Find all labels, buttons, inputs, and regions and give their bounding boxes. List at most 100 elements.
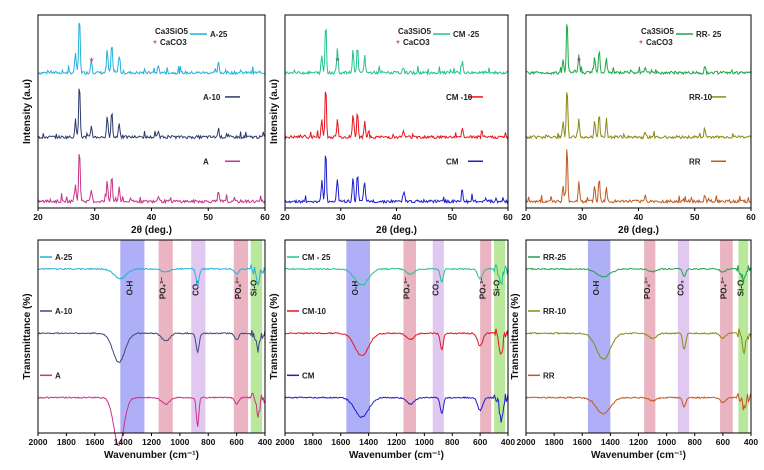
series-line-3: [284, 393, 509, 423]
x-tick-label: 1200: [387, 437, 406, 447]
band-5: [738, 240, 749, 433]
x-tick-label: 1000: [657, 437, 676, 447]
x-tick-label: 2000: [276, 437, 295, 447]
legend-star-marker: *: [639, 39, 643, 50]
x-tick-label: 30: [90, 212, 100, 222]
series-label-2: CM-10: [302, 307, 327, 316]
x-tick-label: 50: [690, 212, 700, 222]
x-axis-label: Wavenumber (cm⁻¹): [591, 450, 686, 461]
band-label-2: PO₄³⁻: [403, 277, 412, 299]
x-tick-label: 600: [716, 437, 730, 447]
series-line-3: [525, 393, 752, 415]
series-line-1: [284, 28, 509, 76]
x-tick-label: 1200: [142, 437, 161, 447]
series-line-2: [525, 92, 752, 140]
band-label-4: PO₄³⁻: [719, 277, 728, 299]
band-1: [587, 240, 611, 433]
caco3-peak-marker: *: [335, 56, 340, 68]
band-label-3: CO₃: [191, 280, 200, 296]
x-tick-label: 60: [503, 212, 513, 222]
x-tick-label: 50: [448, 212, 458, 222]
y-axis-label: Transmittance (%): [269, 293, 280, 379]
x-tick-label: 1600: [331, 437, 350, 447]
caco3-peak-marker: *: [89, 56, 94, 68]
series-line-2: [284, 91, 509, 141]
series-line-3: [37, 154, 266, 205]
legend-label-ca3sio5: Ca3SiO5: [398, 27, 431, 36]
legend-label-caco3: CaCO3: [160, 38, 187, 47]
series-line-1: [284, 263, 509, 286]
band-label-1: O-H: [125, 280, 134, 295]
x-tick-label: 1400: [359, 437, 378, 447]
legend-label-ca3sio5: Ca3SiO5: [155, 27, 188, 36]
chart-panel-4: O-H PO₄³⁻ CO₃ PO₄³⁻ Si-O A-25 A-10 A 2000 1800 160…: [22, 239, 272, 461]
caco3-peak-marker: *: [577, 56, 582, 68]
band-label-4: PO₄³⁻: [479, 277, 488, 299]
x-tick-label: 1800: [303, 437, 322, 447]
x-tick-label: 1400: [114, 437, 133, 447]
series-line-3: [284, 155, 509, 205]
band-label-5: Si-O: [249, 280, 258, 296]
x-tick-label: 20: [33, 212, 43, 222]
series-label-3: CM: [446, 157, 459, 166]
x-tick-label: 1000: [170, 437, 189, 447]
x-tick-label: 40: [392, 212, 402, 222]
band-5: [250, 240, 263, 433]
x-axis-label: 2θ (deg.): [131, 225, 172, 236]
y-axis-label: Transmittance (%): [22, 293, 33, 379]
y-axis-label: Intensity (a.u): [269, 79, 280, 144]
series-label-1: RR-25: [543, 253, 567, 262]
x-tick-label: 800: [445, 437, 459, 447]
series-label-3: RR: [543, 371, 555, 380]
series-label-2: RR-10: [543, 307, 567, 316]
band-4: [233, 240, 248, 433]
legend-label-caco3: CaCO3: [403, 38, 430, 47]
series-label-2: A-10: [203, 93, 221, 102]
x-tick-label: 2000: [517, 437, 536, 447]
x-axis-label: 2θ (deg.): [618, 225, 659, 236]
x-tick-label: 20: [521, 212, 531, 222]
x-tick-label: 600: [230, 437, 244, 447]
x-tick-label: 30: [336, 212, 346, 222]
x-tick-label: 1800: [57, 437, 76, 447]
band-3: [191, 240, 206, 433]
band-label-4: PO₄³⁻: [234, 277, 243, 299]
legend-label-ca3sio5: Ca3SiO5: [641, 27, 674, 36]
band-label-5: Si-O: [736, 280, 745, 296]
plot-frame: [37, 14, 266, 209]
x-tick-label: 40: [147, 212, 157, 222]
band-1: [346, 240, 371, 433]
series-line-1: [37, 22, 266, 76]
band-label-5: Si-O: [493, 280, 502, 296]
series-line-1: [37, 264, 266, 288]
band-2: [158, 240, 173, 433]
chart-panel-6: O-H PO₄³⁻ CO₃ PO₄³⁻ Si-O RR-25 RR-10 RR 2000 1800…: [510, 239, 758, 461]
series-line-3: [38, 392, 266, 447]
series-label-3: RR: [689, 157, 701, 166]
x-tick-label: 800: [688, 437, 702, 447]
x-tick-label: 800: [201, 437, 215, 447]
band-label-1: O-H: [351, 280, 360, 295]
x-axis-label: 2θ (deg.): [376, 225, 417, 236]
series-label-2: A-10: [55, 307, 73, 316]
x-tick-label: 2000: [29, 437, 48, 447]
band-3: [432, 240, 444, 433]
series-label-1: CM -25: [453, 30, 480, 39]
series-line-2: [525, 328, 752, 360]
series-label-1: A-25: [55, 253, 73, 262]
series-line-3: [525, 149, 752, 205]
x-tick-label: 60: [260, 212, 270, 222]
x-tick-label: 1200: [629, 437, 648, 447]
series-label-1: A-25: [210, 30, 228, 39]
y-axis-label: Transmittance (%): [510, 293, 521, 379]
band-label-2: PO₄³⁻: [159, 277, 168, 299]
band-2: [403, 240, 417, 433]
x-tick-label: 400: [744, 437, 758, 447]
series-line-2: [284, 328, 509, 356]
series-label-1: CM - 25: [302, 253, 331, 262]
band-label-2: PO₄³⁻: [643, 277, 652, 299]
x-tick-label: 40: [634, 212, 644, 222]
